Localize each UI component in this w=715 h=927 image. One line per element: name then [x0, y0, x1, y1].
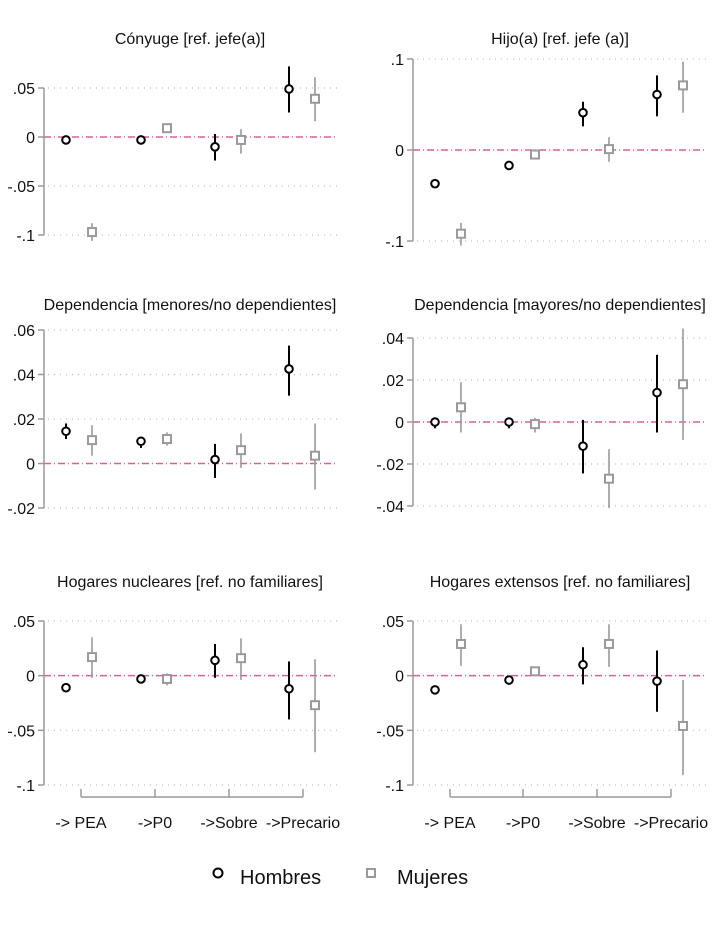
point-hombres: [61, 135, 71, 145]
point-hombres: [504, 675, 514, 685]
y-tick-label: 0: [26, 130, 35, 147]
panel-title: Dependencia [mayores/no dependientes]: [414, 297, 706, 314]
point-hombres: [430, 417, 440, 427]
x-tick-label: ->Sobre: [200, 815, 257, 832]
point-hombres: [430, 685, 440, 695]
panel-title: Hogares nucleares [ref. no familiares]: [57, 574, 323, 591]
point-mujeres: [678, 379, 688, 390]
x-tick-label: -> PEA: [55, 815, 106, 832]
point-hombres: [210, 655, 220, 666]
point-hombres: [136, 674, 146, 684]
point-mujeres: [87, 435, 97, 446]
y-tick-label: .02: [382, 373, 404, 390]
point-hombres: [210, 454, 220, 465]
point-hombres: [61, 682, 71, 693]
point-mujeres: [310, 700, 320, 711]
x-tick-label: ->P0: [506, 815, 540, 832]
point-mujeres: [87, 227, 97, 238]
point-hombres: [284, 84, 294, 94]
y-tick-label: .06: [13, 323, 35, 340]
y-tick-label: -.05: [7, 179, 35, 196]
point-mujeres: [604, 473, 614, 484]
y-tick-label: -.05: [7, 723, 35, 740]
y-tick-label: .1: [391, 52, 404, 69]
panel-title: Cónyuge [ref. jefe(a)]: [115, 31, 265, 48]
y-tick-label: -.04: [376, 499, 404, 516]
y-tick-label: -.1: [385, 234, 404, 251]
legend: Hombres Mujeres: [212, 867, 468, 889]
point-mujeres: [456, 402, 466, 413]
legend-label-mujeres: Mujeres: [397, 867, 468, 889]
point-hombres: [61, 426, 71, 437]
y-tick-label: -.1: [385, 778, 404, 795]
point-hombres: [284, 364, 294, 374]
panel-title: Hijo(a) [ref. jefe (a)]: [491, 31, 629, 48]
point-mujeres: [604, 638, 614, 649]
point-mujeres: [310, 93, 320, 104]
y-tick-label: -.05: [376, 723, 404, 740]
x-tick-label: ->Precario: [266, 815, 340, 832]
panel-4: Dependencia [mayores/no dependientes] .04…: [376, 297, 706, 516]
panel-title: Hogares extensos [ref. no familiares]: [430, 574, 691, 591]
y-tick-label: 0: [395, 143, 404, 160]
point-hombres: [430, 178, 440, 189]
point-hombres: [136, 135, 146, 145]
y-tick-label: 0: [395, 415, 404, 432]
y-tick-label: -.1: [16, 778, 35, 795]
y-tick-label: 0: [395, 669, 404, 686]
y-tick-label: .04: [382, 331, 404, 348]
y-tick-label: .02: [13, 412, 35, 429]
x-tick-label: -> PEA: [424, 815, 475, 832]
point-mujeres: [236, 134, 246, 145]
point-mujeres: [236, 653, 246, 664]
y-tick-label: -.02: [376, 457, 404, 474]
point-hombres: [652, 676, 662, 686]
point-mujeres: [162, 673, 172, 684]
y-tick-label: .05: [13, 81, 35, 98]
point-mujeres: [456, 228, 466, 239]
point-hombres: [504, 417, 514, 427]
panel-6: Hogares extensos [ref. no familiares] .05…: [376, 574, 708, 832]
y-tick-label: 0: [26, 457, 35, 474]
point-hombres: [504, 160, 514, 171]
point-hombres: [578, 441, 588, 451]
y-tick-label: .05: [382, 614, 404, 631]
point-mujeres: [530, 666, 540, 677]
panel-5: Hogares nucleares [ref. no familiares] .0…: [7, 574, 340, 832]
point-mujeres: [530, 149, 540, 160]
point-mujeres: [310, 450, 320, 461]
point-hombres: [284, 683, 294, 694]
point-mujeres: [604, 144, 614, 155]
legend-marker-mujeres: [366, 868, 376, 878]
legend-marker-hombres: [212, 867, 224, 879]
point-mujeres: [162, 434, 172, 445]
x-tick-label: ->Precario: [634, 815, 708, 832]
point-hombres: [578, 107, 588, 118]
y-tick-label: -.02: [7, 501, 35, 518]
panel-1: Cónyuge [ref. jefe(a)] .05 0 -.05 -.1: [7, 31, 337, 245]
point-mujeres: [530, 419, 540, 430]
point-mujeres: [456, 638, 466, 649]
y-tick-label: -.1: [16, 228, 35, 245]
y-tick-label: .05: [13, 614, 35, 631]
point-mujeres: [162, 123, 172, 134]
point-hombres: [652, 89, 662, 100]
legend-label-hombres: Hombres: [240, 867, 321, 889]
x-tick-label: ->Sobre: [568, 815, 625, 832]
point-mujeres: [678, 720, 688, 731]
point-hombres: [652, 387, 662, 398]
x-tick-label: ->P0: [138, 815, 172, 832]
point-hombres: [578, 659, 588, 670]
point-hombres: [210, 142, 220, 152]
point-mujeres: [678, 80, 688, 91]
y-tick-label: 0: [26, 669, 35, 686]
point-mujeres: [87, 652, 97, 663]
point-mujeres: [236, 445, 246, 456]
point-hombres: [136, 436, 146, 447]
panel-3: Dependencia [menores/no dependientes] .06…: [7, 297, 337, 518]
y-tick-label: .04: [13, 368, 35, 385]
panel-2: Hijo(a) [ref. jefe (a)] .1 0 -.1: [385, 31, 706, 251]
panel-title: Dependencia [menores/no dependientes]: [44, 297, 337, 314]
